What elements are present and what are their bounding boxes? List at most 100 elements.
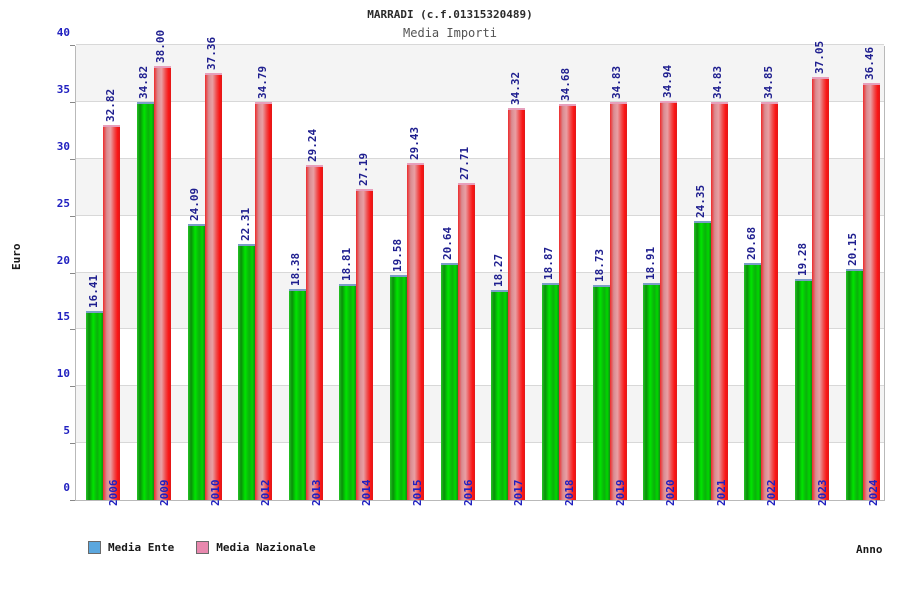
y-tick-mark [70, 158, 75, 160]
y-tick-label: 15 [56, 310, 70, 324]
y-tick-mark [70, 215, 75, 217]
bar-value-label: 34.85 [761, 65, 775, 99]
bar-media-ente-2013 [288, 288, 306, 500]
y-tick-label: 40 [56, 26, 70, 39]
bar-value-label: 16.41 [86, 275, 100, 309]
bar-value-label: 29.24 [306, 129, 320, 163]
bar-media-nazionale-2018 [558, 103, 576, 500]
bar-value-label: 34.32 [508, 71, 522, 105]
bar-value-label: 19.28 [795, 242, 809, 276]
x-tick-label-2010: 2010 [208, 479, 222, 507]
plot-area: 16.41 32.82 34.82 38.00 24.09 37.36 22.31 34.79… [75, 30, 885, 501]
legend-label: Media Nazionale [216, 541, 316, 554]
legend-swatch-icon [196, 541, 210, 554]
y-tick-label: 5 [63, 424, 70, 438]
x-tick-label-2012: 2012 [259, 479, 273, 507]
y-tick-mark [70, 443, 75, 445]
bar-media-nazionale-2021 [710, 101, 728, 500]
x-tick-label-2009: 2009 [157, 479, 171, 507]
bar-value-label: 20.15 [846, 232, 860, 266]
bar-media-ente-2024 [845, 268, 863, 500]
bar-media-nazionale-2016 [457, 182, 475, 500]
bar-media-nazionale-2022 [761, 101, 779, 500]
bar-media-ente-2019 [592, 284, 610, 500]
bar-value-label: 18.91 [643, 246, 657, 280]
bar-media-ente-2009 [136, 101, 154, 500]
y-tick-mark [70, 272, 75, 274]
bar-media-ente-2006 [86, 311, 104, 500]
bar-media-ente-2022 [744, 262, 762, 500]
bar-media-nazionale-2014 [356, 188, 374, 500]
legend-item-media-nazionale[interactable]: Media Nazionale [196, 541, 316, 554]
bar-value-label: 19.58 [390, 239, 404, 273]
x-tick-label-2017: 2017 [512, 479, 526, 507]
bar-media-nazionale-2013 [305, 165, 323, 500]
bar-media-ente-2012 [238, 244, 256, 500]
bar-value-label: 34.68 [559, 67, 573, 101]
grid-line [76, 44, 884, 45]
bar-value-label: 34.83 [610, 65, 624, 99]
bar-media-nazionale-2023 [812, 76, 830, 500]
x-tick-label-2023: 2023 [816, 479, 830, 507]
bar-value-label: 18.87 [542, 247, 556, 281]
x-tick-label-2013: 2013 [309, 479, 323, 507]
bar-value-label: 20.64 [441, 227, 455, 261]
y-tick-mark [70, 101, 75, 103]
legend-item-media-ente[interactable]: Media Ente [88, 541, 174, 554]
bar-value-label: 18.38 [289, 252, 303, 286]
x-tick-label-2019: 2019 [613, 479, 627, 507]
bar-media-nazionale-2010 [204, 73, 222, 500]
x-axis-label: Anno [856, 543, 883, 556]
bar-value-label: 34.83 [711, 65, 725, 99]
bar-value-label: 36.46 [863, 47, 877, 81]
y-tick-label: 25 [56, 196, 70, 210]
bar-value-label: 34.82 [137, 65, 151, 99]
bar-value-label: 22.31 [238, 208, 252, 242]
bar-value-label: 32.82 [103, 88, 117, 122]
grid-line [76, 271, 884, 273]
grid-line [76, 157, 884, 159]
grid-line [76, 442, 884, 444]
x-tick-label-2018: 2018 [562, 479, 576, 507]
bar-value-label: 34.79 [255, 66, 269, 100]
bar-value-label: 20.68 [744, 226, 758, 260]
bar-media-ente-2015 [390, 275, 408, 500]
y-tick-label: 35 [56, 82, 70, 96]
bar-media-ente-2018 [541, 283, 559, 500]
bar-value-label: 18.27 [491, 254, 505, 288]
bar-media-nazionale-2024 [862, 83, 880, 500]
bar-media-ente-2010 [187, 223, 205, 500]
legend-label: Media Ente [108, 541, 175, 554]
x-tick-label-2024: 2024 [866, 479, 880, 507]
bar-value-label: 37.05 [812, 40, 826, 74]
y-tick-label: 10 [56, 367, 70, 381]
y-tick-label: 0 [63, 481, 70, 494]
bar-media-nazionale-2020 [660, 100, 678, 500]
grid-line [76, 385, 884, 387]
grid-line [76, 100, 884, 102]
bar-value-label: 27.19 [356, 152, 370, 186]
grid-line [76, 214, 884, 216]
y-tick-mark [70, 329, 75, 331]
x-tick-label-2015: 2015 [411, 479, 425, 507]
bar-media-ente-2014 [339, 284, 357, 500]
bar-value-label: 27.71 [458, 146, 472, 180]
bar-media-nazionale-2006 [103, 124, 121, 500]
x-tick-label-2014: 2014 [360, 479, 374, 507]
bar-media-ente-2023 [795, 278, 813, 500]
bar-value-label: 34.94 [660, 64, 674, 98]
bar-value-label: 24.09 [188, 187, 202, 221]
y-axis-ticks: 0 5 10 15 20 25 30 35 40 [0, 26, 75, 501]
bar-value-label: 37.36 [205, 36, 219, 71]
bar-media-nazionale-2017 [508, 107, 526, 500]
legend-swatch-icon [88, 541, 101, 554]
bar-value-label: 18.73 [593, 248, 607, 282]
bar-media-ente-2020 [643, 282, 661, 500]
chart-title: MARRADI (c.f.01315320489) [367, 8, 533, 21]
y-tick-mark [70, 45, 75, 46]
x-tick-label-2016: 2016 [461, 479, 475, 507]
bar-value-label: 18.81 [339, 247, 353, 282]
y-tick-mark [70, 500, 75, 501]
chart-subtitle: Media Importi [403, 26, 497, 40]
